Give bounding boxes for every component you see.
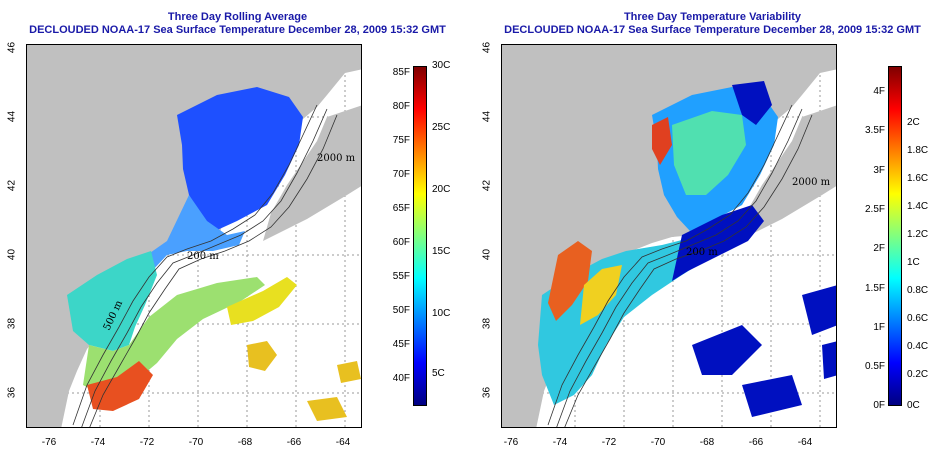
colorbar-label-c: 2C bbox=[907, 117, 920, 128]
y-tick: 38 bbox=[481, 317, 493, 330]
colorbar-label-f: 45F bbox=[392, 339, 410, 350]
x-tick: -68 bbox=[237, 437, 253, 448]
panel-title: Three Day Rolling Average bbox=[167, 11, 308, 23]
y-tick: 46 bbox=[6, 41, 18, 54]
colorbar-label-f: 3.5F bbox=[864, 125, 885, 136]
y-tick: 46 bbox=[481, 41, 493, 54]
panel-subtitle: DECLOUDED NOAA-17 Sea Surface Temperatur… bbox=[504, 24, 921, 36]
colorbar-label-f: 3F bbox=[873, 165, 885, 176]
colorbar-label-f: 1F bbox=[873, 322, 885, 333]
colorbar-label-c: 1.2C bbox=[907, 229, 929, 240]
contour-label: 200 m bbox=[686, 247, 718, 258]
colorbar-label-f: 50F bbox=[392, 305, 410, 316]
contour-label: 2000 m bbox=[792, 177, 831, 188]
colorbar-label-c: 0C bbox=[907, 400, 920, 411]
colorbar-label-f: 55F bbox=[392, 271, 410, 282]
colorbar-label-c: 1.8C bbox=[907, 145, 929, 156]
panel-title: Three Day Temperature Variability bbox=[623, 11, 802, 23]
sst-variability-panel: Three Day Temperature Variability DECLOU… bbox=[475, 0, 950, 475]
y-tick: 36 bbox=[6, 386, 18, 399]
colorbar-label-f: 2.5F bbox=[864, 204, 885, 215]
x-tick: -66 bbox=[286, 437, 302, 448]
x-tick: -72 bbox=[139, 437, 155, 448]
x-tick: -66 bbox=[748, 437, 764, 448]
x-tick: -74 bbox=[90, 437, 106, 448]
colorbar-label-c: 0.8C bbox=[907, 285, 929, 296]
land-area bbox=[502, 45, 836, 427]
y-tick: 36 bbox=[481, 386, 493, 399]
x-tick: -70 bbox=[650, 437, 666, 448]
y-tick: 38 bbox=[6, 317, 18, 330]
colorbar-label-f: 85F bbox=[392, 67, 410, 78]
colorbar-label-f: 75F bbox=[392, 135, 410, 146]
colorbar-label-f: 2F bbox=[873, 243, 885, 254]
colorbar-label-f: 70F bbox=[392, 169, 410, 180]
colorbar-label-c: 1.4C bbox=[907, 201, 929, 212]
sst-variability-map[interactable]: 2000 m 200 m bbox=[501, 44, 837, 428]
x-tick: -64 bbox=[335, 437, 351, 448]
colorbar-label-f: 65F bbox=[392, 203, 410, 214]
colorbar-label-c: 1C bbox=[907, 257, 920, 268]
sst-average-map[interactable]: 2000 m 200 m 500 m bbox=[26, 44, 362, 428]
colorbar bbox=[413, 66, 427, 406]
colorbar-label-c: 0.2C bbox=[907, 369, 929, 380]
colorbar-label-c: 1.6C bbox=[907, 173, 929, 184]
colorbar-label-f: 0F bbox=[873, 400, 885, 411]
colorbar-label-c: 5C bbox=[432, 368, 445, 379]
colorbar-label-c: 15C bbox=[432, 246, 451, 257]
y-tick: 42 bbox=[6, 179, 18, 192]
x-tick: -76 bbox=[41, 437, 57, 448]
y-tick: 40 bbox=[6, 248, 18, 261]
colorbar-label-f: 40F bbox=[392, 373, 410, 384]
colorbar-label-f: 60F bbox=[392, 237, 410, 248]
y-tick: 40 bbox=[481, 248, 493, 261]
sst-average-panel: Three Day Rolling Average DECLOUDED NOAA… bbox=[6, 11, 451, 448]
colorbar-label-c: 0.4C bbox=[907, 341, 929, 352]
x-tick: -68 bbox=[699, 437, 715, 448]
colorbar-label-f: 80F bbox=[392, 101, 410, 112]
contour-label: 2000 m bbox=[317, 153, 356, 164]
x-tick: -74 bbox=[552, 437, 568, 448]
y-tick: 44 bbox=[481, 110, 493, 123]
colorbar-label-f: 0.5F bbox=[864, 361, 885, 372]
colorbar-label-c: 30C bbox=[432, 60, 451, 71]
colorbar-label-f: 1.5F bbox=[864, 283, 885, 294]
y-tick: 42 bbox=[481, 179, 493, 192]
colorbar-label-c: 0.6C bbox=[907, 313, 929, 324]
colorbar bbox=[888, 66, 902, 406]
contour-label: 200 m bbox=[187, 251, 219, 262]
panel-subtitle: DECLOUDED NOAA-17 Sea Surface Temperatur… bbox=[29, 24, 446, 36]
colorbar-label-c: 10C bbox=[432, 308, 451, 319]
colorbar-label-c: 20C bbox=[432, 184, 451, 195]
colorbar-label-c: 25C bbox=[432, 122, 451, 133]
y-tick: 44 bbox=[6, 110, 18, 123]
x-tick: -72 bbox=[601, 437, 617, 448]
x-tick: -70 bbox=[188, 437, 204, 448]
x-tick: -76 bbox=[503, 437, 519, 448]
colorbar-label-f: 4F bbox=[873, 86, 885, 97]
x-tick: -64 bbox=[797, 437, 813, 448]
